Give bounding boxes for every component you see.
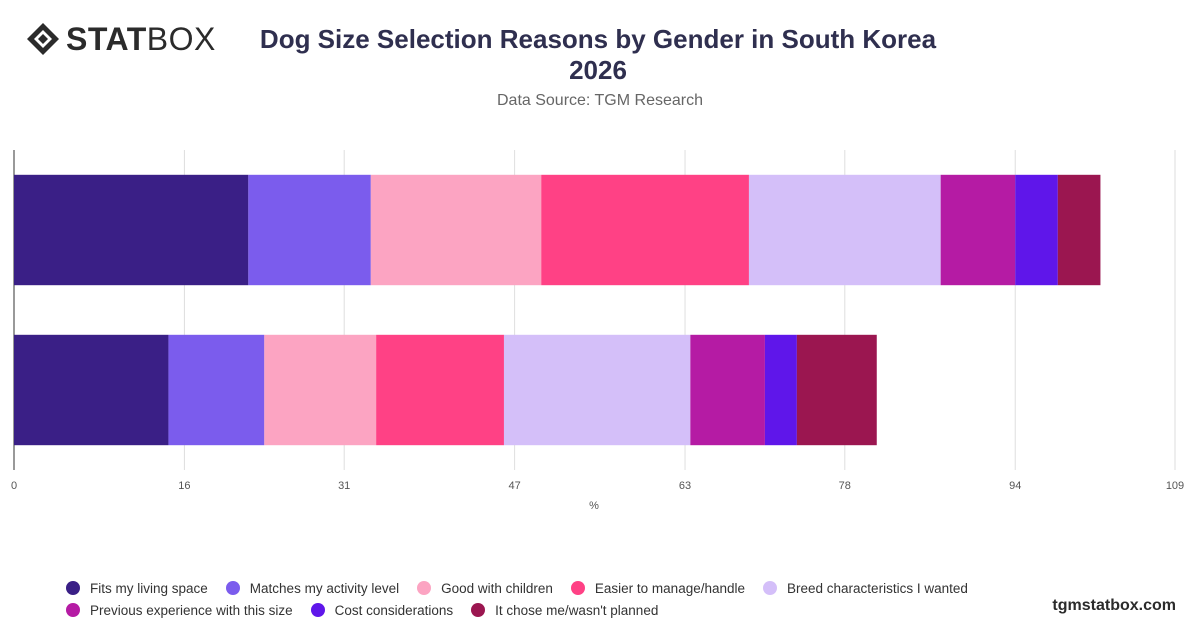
watermark: tgmstatbox.com (1052, 597, 1176, 614)
bar-segment[interactable] (764, 334, 797, 446)
legend-item[interactable]: Matches my activity level (225, 580, 400, 596)
chart-legend: Fits my living space Matches my activity … (66, 580, 1166, 618)
x-tick-label: 78 (839, 480, 851, 492)
bar-segment[interactable] (14, 334, 169, 446)
legend-marker-icon (66, 603, 80, 617)
legend-marker-icon (570, 581, 585, 595)
statbox-logo: STATBOX (26, 22, 216, 56)
x-tick-label: 63 (679, 480, 691, 492)
bar-segment[interactable] (1015, 174, 1058, 286)
bar-segments (14, 174, 1101, 446)
bar-segment[interactable] (748, 174, 941, 286)
legend-label: Previous experience with this size (90, 602, 293, 618)
legend-item[interactable]: Previous experience with this size (66, 602, 293, 618)
legend-label: Good with children (441, 580, 553, 596)
bar-segment[interactable] (264, 334, 377, 446)
x-tick-label: 0 (11, 480, 17, 492)
legend-label: Fits my living space (90, 580, 208, 596)
x-tick-label: 31 (338, 480, 350, 492)
bar-segment[interactable] (168, 334, 265, 446)
bar-segment[interactable] (376, 334, 504, 446)
bar-segment[interactable] (796, 334, 877, 446)
legend-label: Easier to manage/handle (594, 580, 746, 596)
bar-segment[interactable] (14, 174, 249, 286)
legend-item[interactable]: Easier to manage/handle (570, 580, 746, 596)
legend-item[interactable]: Breed characteristics I wanted (763, 580, 968, 596)
legend-label: Cost considerations (334, 602, 454, 618)
legend-item[interactable]: It chose me/wasn't planned (471, 602, 658, 618)
x-axis-ticks: 0 16 31 47 63 78 94 109 (11, 480, 1184, 492)
legend-marker-icon (66, 581, 80, 595)
chart-title-line2: 2026 (569, 55, 627, 85)
legend-marker-icon (417, 581, 432, 595)
chart-subtitle: Data Source: TGM Research (496, 92, 703, 109)
bar-segment[interactable] (248, 174, 371, 286)
x-tick-label: 109 (1166, 480, 1184, 492)
logo-text: STATBOX (66, 21, 216, 57)
legend-label: Matches my activity level (249, 580, 400, 596)
bar-segment[interactable] (503, 334, 691, 446)
bar-segment[interactable] (940, 174, 1016, 286)
legend-item[interactable]: Good with children (417, 580, 553, 596)
bar-segment[interactable] (690, 334, 765, 446)
bar-segment[interactable] (370, 174, 542, 286)
bar-segment[interactable] (541, 174, 749, 286)
bar-segment[interactable] (1057, 174, 1101, 286)
chart-title-line1: Dog Size Selection Reasons by Gender in … (259, 24, 937, 54)
x-tick-label: 16 (178, 480, 190, 492)
x-tick-label: 47 (508, 480, 520, 492)
legend-label: Breed characteristics I wanted (787, 580, 968, 596)
legend-label: It chose me/wasn't planned (495, 602, 659, 618)
x-axis-label: % (589, 500, 599, 512)
x-tick-label: 94 (1009, 480, 1021, 492)
diamond-logo-icon (27, 23, 59, 55)
legend-marker-icon (310, 603, 325, 617)
legend-marker-icon (763, 581, 778, 595)
chart-title: Dog Size Selection Reasons by Gender in … (248, 24, 948, 86)
legend-marker-icon (471, 603, 486, 617)
legend-marker-icon (225, 581, 240, 595)
legend-item[interactable]: Cost considerations (310, 602, 454, 618)
legend-item[interactable]: Fits my living space (66, 580, 208, 596)
